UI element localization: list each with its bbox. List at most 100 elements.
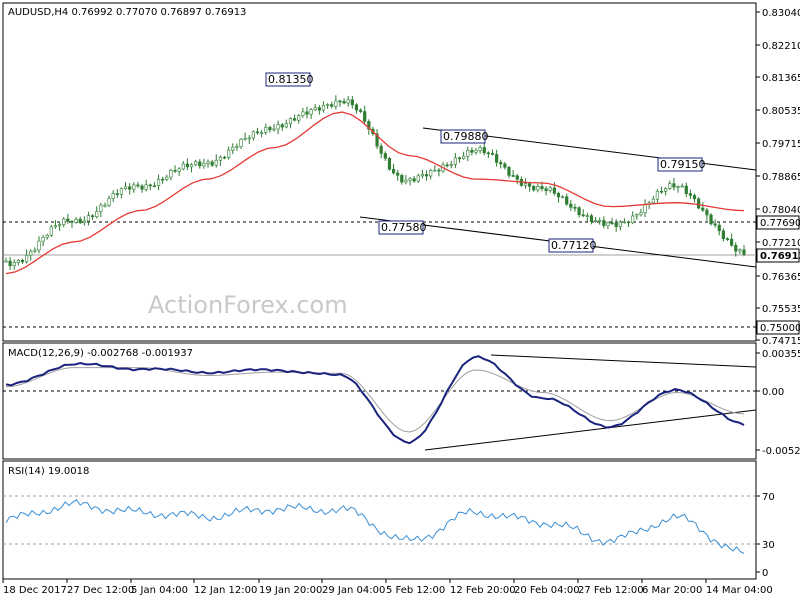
- candle-body: [717, 224, 721, 232]
- candle-body: [404, 179, 408, 183]
- macd-upper-trendline: [490, 354, 757, 368]
- price-annotation: 0.77580: [378, 220, 427, 235]
- candle-body: [462, 155, 466, 159]
- candle-body: [705, 209, 709, 216]
- candle-body: [272, 128, 276, 131]
- candle-body: [95, 211, 99, 218]
- candle-body: [466, 149, 470, 157]
- price-tick-label: 0.78040: [762, 205, 800, 216]
- candle-body: [210, 161, 214, 166]
- macd-tick-label: 0.00: [762, 387, 784, 398]
- candle-body: [251, 131, 255, 139]
- candle-body: [218, 156, 222, 161]
- candle-body: [74, 218, 78, 223]
- candle-body: [313, 107, 317, 110]
- candle-body: [701, 207, 705, 211]
- candle-body: [334, 100, 338, 107]
- candle-body: [560, 196, 565, 199]
- candle-body: [565, 196, 569, 205]
- candle-body: [742, 249, 746, 255]
- candle-body: [185, 163, 190, 168]
- candle-body: [202, 163, 206, 167]
- candle-body: [515, 175, 519, 180]
- candle-body: [507, 166, 511, 176]
- candle-body: [181, 163, 185, 170]
- candle-body: [606, 222, 610, 226]
- rsi-y-axis: 70 30 0: [756, 492, 775, 579]
- candle-body: [156, 178, 161, 187]
- candle-body: [62, 218, 66, 226]
- candle-body: [482, 147, 486, 154]
- candle-body: [614, 222, 618, 227]
- annotation-label: 0.77120: [551, 239, 597, 252]
- candle-body: [8, 260, 12, 267]
- price-tick-label: 0.79715: [762, 139, 800, 150]
- candle-body: [738, 249, 742, 252]
- candle-body: [119, 188, 124, 195]
- candle-body: [511, 175, 515, 177]
- candle-body: [445, 164, 449, 167]
- candle-body: [78, 218, 82, 223]
- candle-body: [301, 111, 305, 116]
- candle-body: [453, 157, 457, 165]
- level-label-upper: 0.77690: [756, 215, 800, 230]
- candle-body: [659, 190, 664, 193]
- candle-body: [338, 100, 342, 103]
- rsi-tick-label: 30: [762, 540, 775, 551]
- candle-body: [416, 175, 420, 182]
- candle-body: [247, 137, 251, 140]
- candle-body: [136, 184, 140, 187]
- candle-body: [709, 214, 713, 225]
- candle-body: [548, 187, 552, 191]
- candle-body: [383, 153, 387, 159]
- candle-body: [148, 184, 152, 187]
- macd-tick-label: 0.003559: [762, 349, 800, 360]
- candle-body: [103, 204, 107, 207]
- candle-body: [556, 192, 561, 198]
- level-upper-text: 0.77690: [760, 218, 800, 229]
- price-tick-label: 0.76365: [762, 272, 800, 283]
- candle-body: [610, 222, 614, 225]
- candle-body: [346, 99, 350, 104]
- candle-body: [107, 198, 111, 206]
- candle-body: [288, 118, 293, 124]
- candle-body: [284, 123, 288, 128]
- price-annotation: 0.81350: [265, 72, 314, 87]
- candle-body: [293, 118, 297, 121]
- candle-body: [161, 178, 165, 181]
- candle-body: [635, 214, 639, 217]
- candle-body: [692, 195, 697, 200]
- candle-body: [688, 193, 693, 196]
- candle-body: [239, 138, 243, 147]
- candle-body: [330, 104, 334, 107]
- price-tick-label: 0.80535: [762, 106, 800, 117]
- candle-body: [12, 262, 16, 267]
- candle-body: [474, 150, 478, 153]
- candle-body: [540, 186, 544, 190]
- price-tick-label: 0.77210: [762, 238, 800, 249]
- candle-body: [643, 204, 647, 214]
- x-tick-label: 18 Dec 2017: [3, 585, 67, 596]
- candle-body: [90, 215, 95, 218]
- annotation-label: 0.79880: [443, 130, 489, 143]
- candle-body: [651, 198, 655, 204]
- price-tick-label: 0.83040: [762, 8, 800, 19]
- price-panel-title: AUDUSD,H4 0.76992 0.77070 0.76897 0.7691…: [8, 7, 246, 18]
- candle-body: [569, 203, 573, 208]
- candle-body: [680, 185, 684, 188]
- candle-body: [16, 259, 20, 263]
- candle-body: [672, 183, 676, 188]
- x-tick-label: 29 Jan 04:00: [322, 585, 385, 596]
- price-tick-label: 0.75535: [762, 304, 800, 315]
- candle-body: [379, 145, 383, 154]
- candle-body: [457, 157, 462, 160]
- candle-body: [194, 161, 198, 166]
- candle-body: [37, 240, 41, 251]
- candle-body: [412, 178, 416, 182]
- candle-body: [189, 164, 194, 168]
- price-y-axis: 0.83040 0.82210 0.81365 0.80535 0.79715 …: [756, 8, 800, 347]
- price-tick-label: 0.74715: [762, 336, 800, 347]
- x-tick-label: 20 Feb 04:00: [514, 585, 580, 596]
